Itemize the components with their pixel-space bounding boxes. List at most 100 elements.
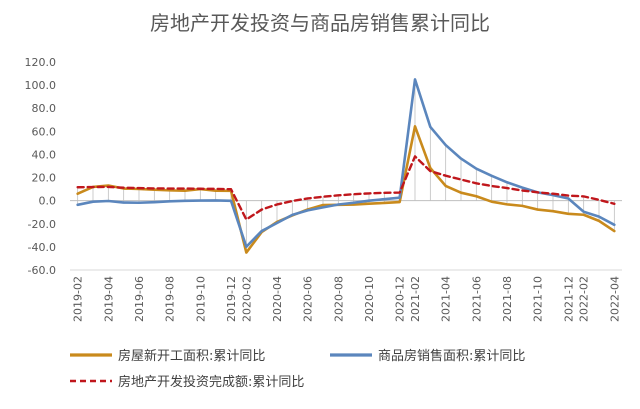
data-point-s0: [77, 193, 79, 195]
x-tick-label: 2020-06: [302, 276, 315, 322]
legend-label-1: 商品房销售面积:累计同比: [378, 348, 525, 364]
data-point-s2: [123, 187, 125, 189]
data-point-s2: [215, 188, 217, 190]
data-point-s1: [291, 214, 293, 216]
x-tick-label: 2021-10: [532, 276, 545, 322]
data-point-s2: [491, 185, 493, 187]
series-line-1: [76, 78, 616, 249]
y-tick-label: 80.0: [32, 102, 57, 115]
x-tick-label: 2021-06: [470, 276, 483, 322]
x-tick-label: 2020-08: [332, 276, 345, 322]
data-point-s1: [184, 200, 186, 202]
data-point-s0: [598, 220, 600, 222]
data-point-s2: [460, 179, 462, 181]
x-tick-label: 2020-12: [394, 276, 407, 322]
data-point-s0: [215, 190, 217, 192]
data-point-s1: [138, 202, 140, 204]
data-point-s1: [399, 197, 401, 199]
data-point-s0: [613, 230, 615, 232]
data-point-s2: [291, 200, 293, 202]
data-point-s2: [521, 190, 523, 192]
data-point-s1: [353, 202, 355, 204]
data-point-s1: [261, 230, 263, 232]
data-point-s0: [399, 201, 401, 203]
data-point-s2: [598, 199, 600, 201]
data-point-s1: [77, 204, 79, 206]
y-tick-label: 60.0: [32, 125, 57, 138]
data-point-s2: [307, 198, 309, 200]
x-tick-label: 2019-04: [102, 276, 115, 322]
data-point-s0: [491, 201, 493, 203]
data-point-s0: [383, 202, 385, 204]
x-tick-label: 2021-04: [440, 276, 453, 322]
data-point-s2: [368, 192, 370, 194]
data-point-s1: [383, 198, 385, 200]
data-point-s1: [322, 206, 324, 208]
y-tick-label: 0.0: [39, 195, 57, 208]
data-point-s2: [613, 203, 615, 205]
data-point-s0: [552, 210, 554, 212]
x-tick-label: 2019-02: [72, 276, 85, 322]
data-point-s2: [429, 170, 431, 172]
data-point-s2: [414, 156, 416, 158]
x-tick-label: 2019-12: [225, 276, 238, 322]
data-point-s1: [199, 200, 201, 202]
data-point-s1: [230, 200, 232, 202]
data-point-s0: [445, 185, 447, 187]
data-point-s0: [184, 190, 186, 192]
x-tick-label: 2022-02: [578, 276, 591, 322]
data-point-s1: [429, 126, 431, 128]
y-tick-label: -20.0: [28, 218, 56, 231]
data-point-s2: [184, 188, 186, 190]
data-point-s0: [460, 192, 462, 194]
data-point-s0: [429, 167, 431, 169]
data-point-s1: [445, 144, 447, 146]
data-point-s1: [491, 175, 493, 177]
data-point-s1: [475, 168, 477, 170]
data-point-s2: [583, 195, 585, 197]
data-point-s0: [567, 213, 569, 215]
y-tick-label: 100.0: [25, 79, 57, 92]
data-point-s2: [383, 192, 385, 194]
x-tick-label: 2019-10: [194, 276, 207, 322]
data-point-s2: [230, 188, 232, 190]
data-point-s2: [322, 196, 324, 198]
data-point-s0: [368, 203, 370, 205]
x-tick-label: 2020-04: [271, 276, 284, 322]
data-point-s2: [77, 186, 79, 188]
x-tick-label: 2021-08: [501, 276, 514, 322]
data-point-s1: [245, 246, 247, 248]
data-point-s1: [215, 200, 217, 202]
y-tick-label: 40.0: [32, 148, 57, 161]
data-point-s2: [199, 188, 201, 190]
data-point-s1: [613, 224, 615, 226]
data-point-s0: [475, 195, 477, 197]
data-point-s2: [92, 186, 94, 188]
data-point-s2: [353, 193, 355, 195]
data-point-s1: [583, 211, 585, 213]
data-point-s0: [169, 189, 171, 191]
data-point-s2: [337, 194, 339, 196]
data-point-s1: [460, 158, 462, 160]
data-point-s2: [567, 195, 569, 197]
data-point-s2: [537, 191, 539, 193]
data-point-s0: [322, 204, 324, 206]
data-point-s2: [399, 192, 401, 194]
x-tick-label: 2019-06: [133, 276, 146, 322]
x-tick-label: 2022-04: [608, 276, 621, 322]
plot-area: 120.0 100.0 80.0 60.0 40.0 20.0 0.0 -20.0 -40.0 -…: [25, 56, 622, 322]
data-point-s0: [521, 205, 523, 207]
x-tick-label: 2021-02: [409, 276, 422, 322]
x-tick-label: 2020-10: [363, 276, 376, 322]
data-point-s1: [598, 216, 600, 218]
data-point-s2: [552, 193, 554, 195]
legend-label-0: 房屋新开工面积:累计同比: [118, 348, 265, 364]
data-point-s1: [153, 201, 155, 203]
data-point-s1: [506, 181, 508, 183]
x-tick-label: 2021-12: [562, 276, 575, 322]
data-point-s2: [245, 219, 247, 221]
y-tick-label: 120.0: [25, 56, 57, 69]
